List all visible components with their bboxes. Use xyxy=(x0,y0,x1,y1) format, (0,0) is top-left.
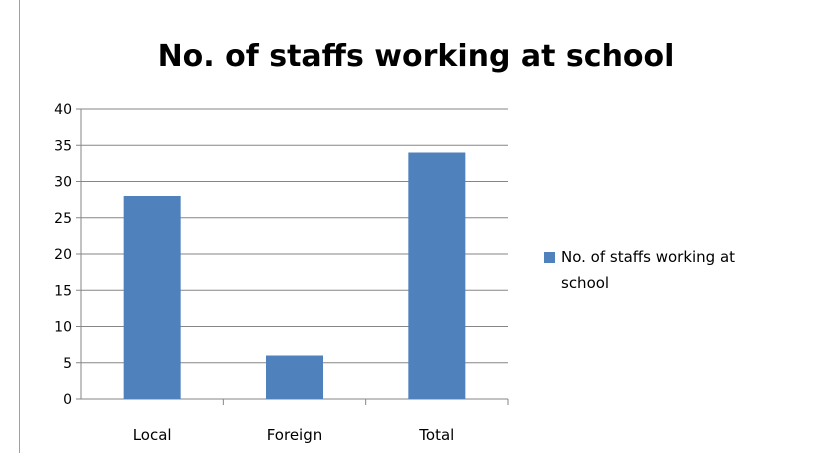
x-tick-label: Foreign xyxy=(267,426,323,444)
y-tick-label: 25 xyxy=(54,211,72,227)
x-tick-label: Total xyxy=(418,426,454,444)
bar-total xyxy=(408,152,466,399)
y-tick-label: 20 xyxy=(54,247,72,263)
chart-left-border xyxy=(19,0,20,453)
bar-local xyxy=(123,196,181,399)
x-axis-labels: Local Foreign Total xyxy=(133,426,455,444)
legend-swatch xyxy=(544,252,555,263)
y-axis-ticks: 0 5 10 15 20 25 30 35 40 xyxy=(54,102,81,408)
y-tick-label: 40 xyxy=(54,102,72,118)
y-tick-label: 30 xyxy=(54,175,72,191)
bars xyxy=(123,152,466,399)
y-tick-label: 10 xyxy=(54,320,72,336)
chart-title: No. of staffs working at school xyxy=(158,39,675,74)
x-tick-label: Local xyxy=(133,426,172,444)
y-tick-label: 0 xyxy=(63,392,72,408)
bar-foreign xyxy=(266,355,323,399)
legend-label-line-2: school xyxy=(561,274,609,292)
legend: No. of staffs working at school xyxy=(544,248,735,292)
y-tick-label: 5 xyxy=(63,356,72,372)
y-tick-label: 35 xyxy=(54,138,72,154)
legend-label-line-1: No. of staffs working at xyxy=(561,248,735,266)
y-tick-label: 15 xyxy=(54,283,72,299)
